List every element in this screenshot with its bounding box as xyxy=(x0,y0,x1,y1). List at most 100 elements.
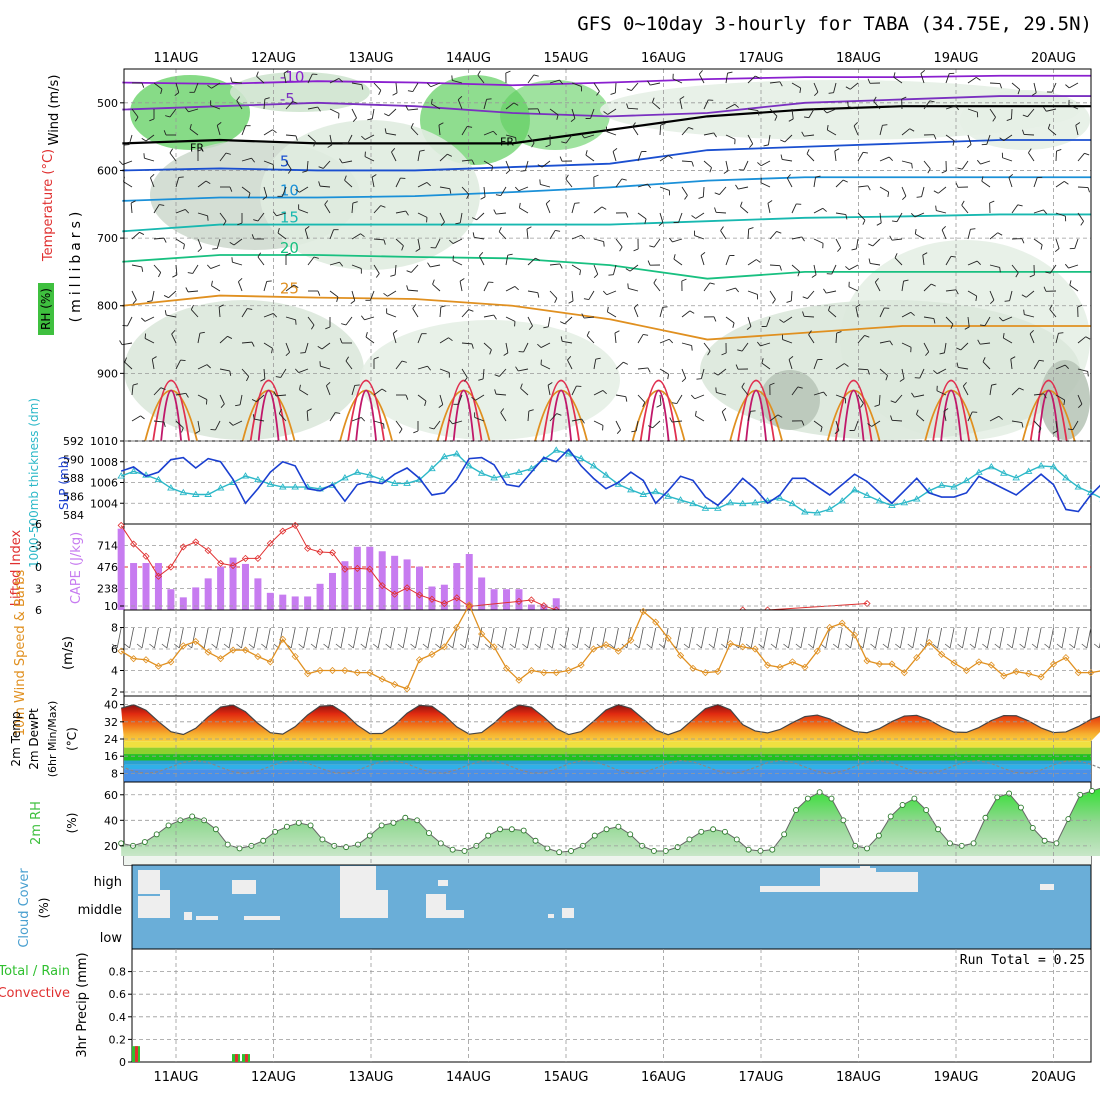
freezing-level-label: FR xyxy=(190,141,204,154)
wind-barb xyxy=(741,342,749,352)
wind-barb-flag xyxy=(834,430,840,435)
wind-barb xyxy=(461,309,470,318)
rh-point xyxy=(733,836,740,843)
wind10-barb xyxy=(688,627,694,649)
wind-barb-flag xyxy=(554,298,558,304)
wind-barb-flag xyxy=(295,188,300,193)
cloud-panel: high middle low Cloud Cover (%) xyxy=(17,864,1092,950)
wind-barb xyxy=(169,152,177,162)
wind-barb-flag xyxy=(814,91,819,97)
wind10-barb-flag xyxy=(447,643,454,649)
wind10-barb-flag xyxy=(820,643,826,649)
temp-band xyxy=(124,747,1091,755)
wind-barb xyxy=(417,238,421,249)
wind10-point xyxy=(614,647,622,655)
wind-barb xyxy=(219,212,227,222)
wind-barb-flag xyxy=(837,247,842,252)
wind-barb xyxy=(219,335,228,344)
wind-barb-flag xyxy=(478,378,484,381)
wind-barb xyxy=(629,264,639,272)
wind-barb-flag xyxy=(326,381,331,386)
wind-barb xyxy=(431,103,441,110)
thickness-point xyxy=(689,499,697,507)
wind-barb xyxy=(943,411,947,422)
wind-barb xyxy=(519,207,529,214)
rh-point xyxy=(426,830,432,837)
wind-barb xyxy=(593,359,597,370)
wind-barb-flag xyxy=(593,174,599,178)
wind-barb-flag xyxy=(122,324,128,327)
isotherm-line xyxy=(122,95,1091,118)
thickness-point xyxy=(1024,467,1033,474)
cape-bar xyxy=(490,589,498,610)
wind10-point xyxy=(863,657,871,665)
wind10-barb xyxy=(178,627,184,649)
wind-barb-flag xyxy=(528,325,533,330)
wind-barb-flag xyxy=(855,304,861,308)
wind-barb-flag xyxy=(746,326,752,331)
wind-barb-flag xyxy=(1021,294,1027,298)
wind10-barb xyxy=(986,627,992,649)
wind-barb xyxy=(483,99,488,110)
wind-barb xyxy=(1072,420,1079,430)
cape-bar xyxy=(117,528,125,610)
wind-barb xyxy=(571,108,576,119)
li-point xyxy=(254,554,262,562)
wind-barb-flag xyxy=(427,262,431,268)
wind10-point xyxy=(527,666,535,675)
wind-barb xyxy=(387,290,397,297)
wind-barb xyxy=(329,412,336,422)
ylabel-rh: RH (%) xyxy=(39,288,53,330)
wind10-barb xyxy=(651,627,657,649)
wind10-barb-flag xyxy=(870,643,876,649)
wind-barb-flag xyxy=(360,233,365,238)
wind-barb xyxy=(945,134,955,142)
li-tick-label: 3 xyxy=(35,583,42,596)
cloud-block xyxy=(548,914,554,918)
wind-barb xyxy=(527,290,538,294)
wind-barb-flag xyxy=(556,114,559,120)
wind-barb xyxy=(853,125,859,136)
wind-barb xyxy=(791,386,799,396)
cloud-block xyxy=(160,890,170,918)
wind-barb xyxy=(769,231,777,240)
thickness-point xyxy=(900,498,909,506)
wind-barb xyxy=(211,82,221,89)
wind-barb-flag xyxy=(152,356,157,360)
wind-barb xyxy=(329,229,335,240)
wind-barb xyxy=(439,368,450,374)
wind-barb xyxy=(893,76,903,84)
date-label-bottom: 13AUG xyxy=(348,1070,393,1085)
wind-barb xyxy=(584,134,595,139)
wind-barb xyxy=(351,385,356,396)
wind-barb xyxy=(835,238,842,249)
wind10-barb xyxy=(924,627,930,649)
wind-barb xyxy=(923,342,930,353)
wind-barb-flag xyxy=(976,77,981,81)
wind-barb-flag xyxy=(652,97,655,103)
wind-barb xyxy=(945,256,952,266)
wind10-barb-flag xyxy=(136,643,143,649)
thickness-tick-label: 592 xyxy=(63,435,84,448)
ylabel-rh2m-unit: (%) xyxy=(65,813,79,834)
wind-barb-flag xyxy=(344,175,347,181)
ylabel-cape: CAPE (J/kg) xyxy=(69,532,84,604)
wind-barb-flag xyxy=(889,235,893,241)
wind10-point xyxy=(1012,668,1020,676)
rh-legend-swatch xyxy=(38,283,54,335)
ylabel-temp2m: 2m Temp xyxy=(9,711,23,766)
wind-barb-flag xyxy=(211,280,213,286)
wind10-barb-flag xyxy=(919,643,926,649)
wind-barb-flag xyxy=(885,375,888,381)
wind-barb-flag xyxy=(197,248,202,253)
wind-barb-flag xyxy=(565,174,569,180)
wind-barb-flag xyxy=(997,232,1003,236)
wind-barb xyxy=(285,101,294,110)
wind-barb-flag xyxy=(982,357,986,362)
wind-barb-flag xyxy=(537,343,542,348)
thickness-point xyxy=(825,505,834,512)
thickness-tick-label: 586 xyxy=(63,490,84,503)
isotherm-line xyxy=(122,176,1091,202)
wind-barb-flag xyxy=(189,124,192,130)
